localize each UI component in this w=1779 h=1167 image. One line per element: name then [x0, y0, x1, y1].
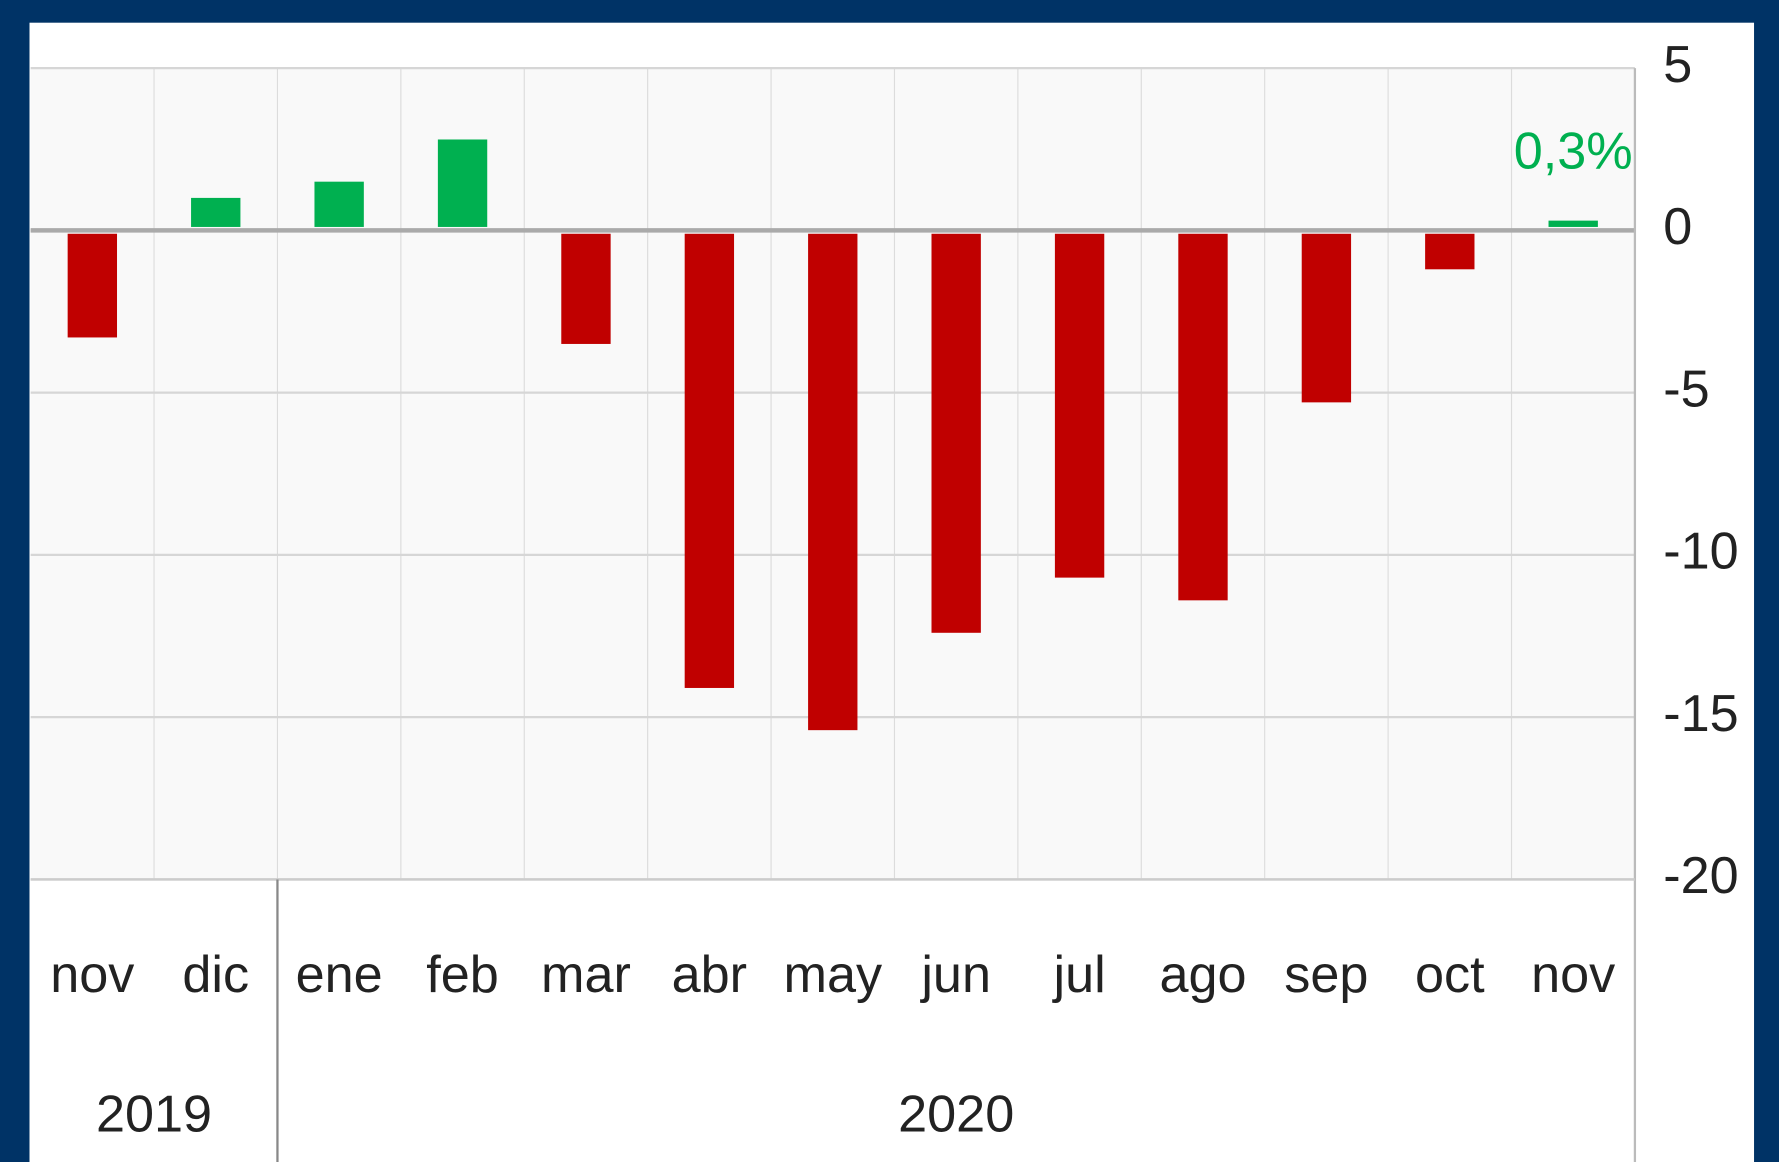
- bar: [191, 197, 241, 227]
- x-tick-label: feb: [426, 946, 499, 1004]
- bar: [1054, 233, 1105, 578]
- y-tick-label: -5: [1663, 360, 1709, 418]
- x-tick-label: jun: [919, 946, 991, 1004]
- x-tick-label: jul: [1051, 946, 1105, 1004]
- bar: [808, 233, 858, 731]
- year-label: 2020: [898, 1086, 1014, 1144]
- x-tick-label: ene: [296, 946, 383, 1004]
- bar: [1548, 220, 1598, 227]
- x-tick-label: dic: [182, 946, 249, 1004]
- x-tick-label: may: [783, 946, 882, 1004]
- y-tick-label: -10: [1663, 523, 1738, 581]
- bar: [931, 233, 981, 633]
- x-tick-label: mar: [541, 946, 631, 1004]
- x-tick-label: abr: [672, 946, 747, 1004]
- x-tick-label: oct: [1415, 946, 1485, 1004]
- year-label: 2019: [96, 1086, 212, 1144]
- bar: [1301, 233, 1352, 403]
- bar: [561, 233, 611, 344]
- bar: [437, 139, 488, 227]
- bar: [67, 233, 118, 338]
- y-tick-label: -15: [1663, 685, 1738, 743]
- y-tick-label: -20: [1663, 847, 1738, 905]
- bar: [684, 233, 735, 688]
- bar: [1178, 233, 1228, 601]
- x-tick-label: nov: [1531, 946, 1615, 1004]
- x-tick-label: nov: [50, 946, 134, 1004]
- x-tick-label: sep: [1284, 946, 1368, 1004]
- value-label: 0,3%: [1514, 123, 1633, 181]
- bar: [1425, 233, 1475, 270]
- bar: [314, 181, 364, 227]
- y-tick-label: 5: [1663, 36, 1692, 94]
- y-tick-label: 0: [1663, 198, 1692, 256]
- x-tick-label: ago: [1159, 946, 1246, 1004]
